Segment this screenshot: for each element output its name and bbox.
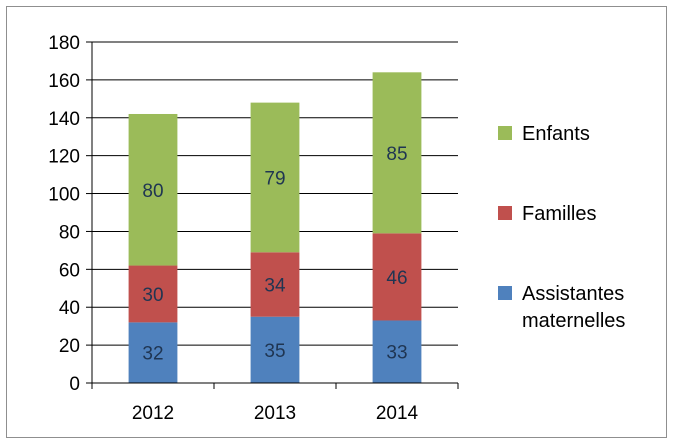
bar-segment <box>128 265 178 323</box>
x-tick-label: 2012 <box>132 403 174 424</box>
bar-segment <box>372 320 422 383</box>
legend-label: maternelles <box>522 310 625 332</box>
data-label: 80 <box>142 181 163 202</box>
y-tick-label: 0 <box>69 374 80 395</box>
y-tick-label: 20 <box>59 336 80 357</box>
y-tick-label: 140 <box>48 109 80 130</box>
legend-swatch <box>498 126 512 140</box>
data-label: 46 <box>386 268 407 289</box>
data-label: 32 <box>142 344 163 365</box>
bar-segment <box>372 72 422 234</box>
axes: 0 20 40 60 80 100 120 140 160 180 2012 2013 2014 <box>48 33 459 424</box>
data-label: 79 <box>264 168 285 189</box>
bar-segment <box>128 322 178 383</box>
y-tick-label: 60 <box>59 260 80 281</box>
bar-segment <box>250 252 300 317</box>
legend-label: Assistantes <box>522 283 624 305</box>
data-label: 33 <box>386 343 407 364</box>
y-tick-label: 180 <box>48 33 80 54</box>
y-tick-label: 40 <box>59 298 80 319</box>
y-tick-label: 120 <box>48 147 80 168</box>
legend-swatch <box>498 206 512 220</box>
bar-segment <box>250 316 300 383</box>
x-tick-label: 2014 <box>376 403 419 424</box>
y-tick-label: 100 <box>48 185 80 206</box>
bar-segment <box>128 113 178 266</box>
chart-frame <box>6 6 667 438</box>
y-tick-label: 160 <box>48 71 80 92</box>
y-tick-label: 80 <box>59 222 80 243</box>
data-label: 30 <box>142 285 163 306</box>
data-labels: 32 30 80 35 34 79 33 46 85 <box>142 144 407 365</box>
legend-label: Enfants <box>522 123 590 145</box>
legend: Enfants Familles Assistantes maternelles <box>498 123 625 332</box>
bar-segment <box>250 102 300 253</box>
legend-label: Familles <box>522 203 596 225</box>
bar-segment <box>372 233 422 321</box>
bars <box>128 72 422 383</box>
x-tick-label: 2013 <box>254 403 296 424</box>
data-label: 34 <box>264 275 286 296</box>
data-label: 85 <box>386 144 407 165</box>
legend-swatch <box>498 286 512 300</box>
data-label: 35 <box>264 341 285 362</box>
